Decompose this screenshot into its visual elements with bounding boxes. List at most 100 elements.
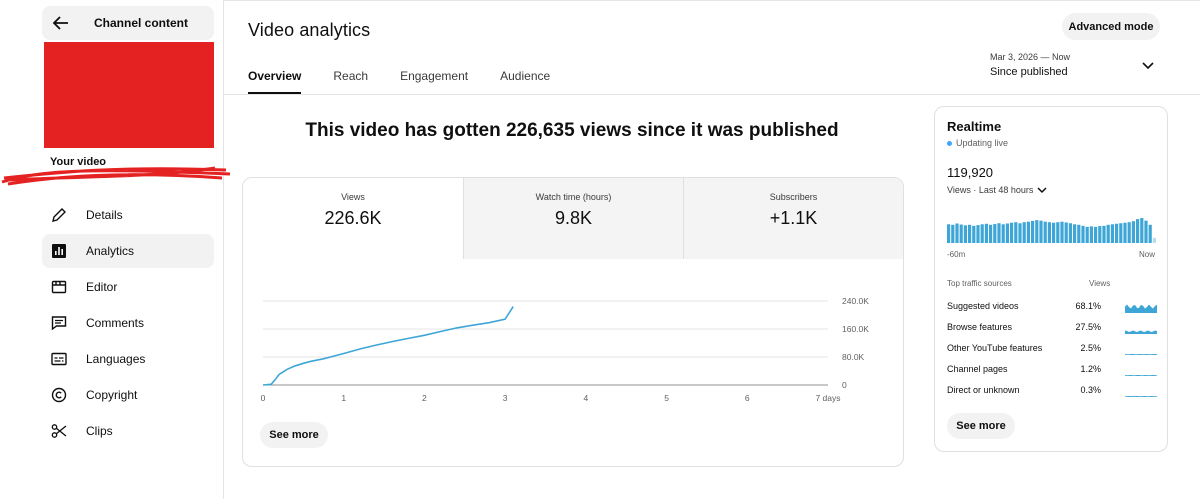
scissors-icon [50, 422, 68, 440]
date-range-text: Mar 3, 2026 — Now [990, 52, 1071, 62]
realtime-bar [1152, 237, 1156, 243]
realtime-bar [1131, 221, 1135, 243]
overview-card: Views 226.6K Watch time (hours) 9.8K Sub… [242, 177, 904, 467]
realtime-bar [1064, 222, 1068, 243]
traffic-source-name: Suggested videos [947, 301, 1019, 311]
realtime-bar [1127, 222, 1131, 243]
tab-reach[interactable]: Reach [333, 69, 369, 83]
period-text: Since published [990, 66, 1068, 78]
sidebar-item-analytics[interactable]: Analytics [42, 234, 214, 268]
realtime-bar [1026, 221, 1030, 243]
chevron-down-icon [1142, 62, 1154, 70]
back-to-channel-content[interactable]: Channel content [42, 6, 214, 40]
realtime-period-dropdown[interactable]: Views · Last 48 hours [947, 185, 1047, 195]
realtime-bar [980, 224, 984, 243]
metric-label: Views [341, 192, 365, 202]
traffic-source-percent: 0.3% [1080, 385, 1101, 395]
realtime-bar [1043, 221, 1047, 243]
see-more-realtime-button[interactable]: See more [947, 413, 1015, 439]
video-thumbnail[interactable] [44, 42, 214, 148]
realtime-bar [1115, 223, 1119, 243]
realtime-bar [984, 223, 988, 243]
views-headline: This video has gotten 226,635 views sinc… [305, 120, 839, 141]
realtime-bar [1140, 218, 1144, 243]
back-label: Channel content [94, 16, 189, 30]
date-range-picker[interactable]: Mar 3, 2026 — Now Since published [990, 52, 1162, 82]
realtime-bar [1073, 224, 1077, 243]
realtime-bar [989, 224, 993, 243]
realtime-bar [1060, 221, 1064, 243]
realtime-bar [997, 223, 1001, 243]
views-column-header: Views [1089, 279, 1111, 288]
live-dot-icon [947, 140, 952, 146]
realtime-bar [1136, 219, 1140, 243]
sidebar-item-languages[interactable]: Languages [42, 342, 214, 376]
sidebar-item-label: Comments [86, 316, 145, 330]
pencil-icon [50, 206, 68, 224]
sidebar-item-details[interactable]: Details [42, 198, 214, 232]
sidebar-item-label: Clips [86, 424, 113, 438]
tab-engagement[interactable]: Engagement [400, 69, 469, 83]
traffic-source-sparkline [1125, 330, 1157, 334]
redaction-scribble [1, 166, 231, 186]
realtime-bar [1094, 226, 1098, 243]
traffic-source-row: Other YouTube features 2.5% [947, 341, 1157, 362]
your-video-label: Your video [50, 156, 107, 168]
realtime-bar [1010, 222, 1014, 243]
metric-watch-time[interactable]: Watch time (hours) 9.8K [463, 178, 683, 259]
metric-views[interactable]: Views 226.6K [243, 178, 463, 259]
realtime-bar [1031, 220, 1035, 243]
sidebar-item-clips[interactable]: Clips [42, 414, 214, 448]
realtime-bar [976, 225, 980, 243]
analytics-icon [50, 242, 68, 260]
live-indicator: Updating live [947, 138, 1008, 148]
live-text: Updating live [956, 138, 1009, 148]
traffic-source-sparkline [1125, 353, 1157, 355]
realtime-axis-start: -60m [947, 250, 966, 259]
realtime-bar [1089, 226, 1093, 243]
realtime-bar [1144, 220, 1148, 243]
realtime-bar [1047, 222, 1051, 243]
traffic-source-name: Direct or unknown [947, 385, 1020, 395]
metric-value: +1.1K [769, 208, 818, 228]
advanced-mode-button[interactable]: Advanced mode [1062, 13, 1160, 40]
sidebar-item-copyright[interactable]: Copyright [42, 378, 214, 412]
page-title: Video analytics [248, 20, 371, 40]
realtime-axis-end: Now [1138, 250, 1155, 259]
sidebar: Channel content Your video Details Analy… [0, 0, 231, 499]
x-tick-label: 5 [664, 393, 669, 403]
tab-overview[interactable]: Overview [248, 62, 302, 94]
x-tick-label: 1 [341, 393, 346, 403]
traffic-source-row: Suggested videos 68.1% [947, 299, 1157, 320]
x-tick-label: 3 [503, 393, 508, 403]
realtime-bar [1022, 222, 1026, 243]
traffic-source-percent: 2.5% [1080, 343, 1101, 353]
metric-label: Subscribers [769, 192, 818, 202]
realtime-bar [1098, 226, 1102, 243]
tab-audience[interactable]: Audience [500, 69, 551, 83]
sidebar-item-label: Editor [86, 280, 118, 294]
x-tick-label: 6 [745, 393, 750, 403]
realtime-bar [1018, 223, 1022, 243]
traffic-source-row: Browse features 27.5% [947, 320, 1157, 341]
realtime-bar [972, 225, 976, 243]
sidebar-item-label: Analytics [86, 244, 135, 258]
sidebar-item-comments[interactable]: Comments [42, 306, 214, 340]
sidebar-nav: Details Analytics Editor Comments Langua… [42, 198, 214, 450]
metric-subscribers[interactable]: Subscribers +1.1K [683, 178, 903, 259]
realtime-bar [1106, 224, 1110, 243]
comments-icon [50, 314, 68, 332]
realtime-bar [1119, 223, 1123, 243]
realtime-bar-chart [947, 218, 1156, 243]
sidebar-item-editor[interactable]: Editor [42, 270, 214, 304]
realtime-bar [1081, 225, 1085, 243]
traffic-source-name: Channel pages [947, 364, 1008, 374]
traffic-source-percent: 1.2% [1080, 364, 1101, 374]
realtime-subtitle: Views · Last 48 hours [947, 185, 1034, 195]
see-more-button[interactable]: See more [260, 422, 328, 448]
traffic-source-sparkline [1125, 395, 1157, 397]
x-tick-label: 0 [261, 393, 266, 403]
realtime-bar [963, 225, 967, 243]
realtime-bar [1039, 220, 1043, 243]
realtime-bar [951, 224, 955, 243]
